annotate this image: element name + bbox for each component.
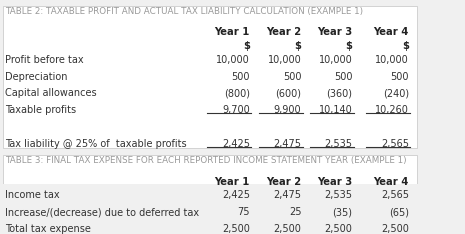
Text: 2,425: 2,425 bbox=[222, 139, 250, 149]
Text: 10,000: 10,000 bbox=[319, 55, 352, 65]
Text: Year 2: Year 2 bbox=[266, 176, 301, 186]
Text: Year 1: Year 1 bbox=[214, 27, 250, 37]
Text: 2,500: 2,500 bbox=[381, 224, 409, 234]
Text: $: $ bbox=[345, 41, 352, 51]
Text: 25: 25 bbox=[289, 207, 301, 217]
Text: Increase/(decrease) due to deferred tax: Increase/(decrease) due to deferred tax bbox=[5, 207, 199, 217]
Text: Profit before tax: Profit before tax bbox=[5, 55, 84, 65]
Text: Income tax: Income tax bbox=[5, 190, 60, 200]
Text: 2,475: 2,475 bbox=[273, 190, 301, 200]
Text: 10,000: 10,000 bbox=[268, 55, 301, 65]
Text: (600): (600) bbox=[275, 88, 301, 99]
Text: Depreciation: Depreciation bbox=[5, 72, 67, 82]
Text: 2,565: 2,565 bbox=[381, 139, 409, 149]
Text: 2,535: 2,535 bbox=[325, 139, 352, 149]
Text: 2,500: 2,500 bbox=[222, 224, 250, 234]
Text: Tax liability @ 25% of  taxable profits: Tax liability @ 25% of taxable profits bbox=[5, 139, 186, 149]
Text: Year 4: Year 4 bbox=[373, 27, 409, 37]
FancyBboxPatch shape bbox=[3, 6, 418, 148]
Text: 9,700: 9,700 bbox=[222, 105, 250, 115]
Text: Taxable profits: Taxable profits bbox=[5, 105, 76, 115]
Text: 500: 500 bbox=[283, 72, 301, 82]
Text: 2,425: 2,425 bbox=[222, 190, 250, 200]
Text: (240): (240) bbox=[383, 88, 409, 99]
Text: Year 1: Year 1 bbox=[214, 176, 250, 186]
Text: 500: 500 bbox=[391, 72, 409, 82]
Text: 10,000: 10,000 bbox=[216, 55, 250, 65]
Text: 10,000: 10,000 bbox=[375, 55, 409, 65]
Text: $: $ bbox=[402, 41, 409, 51]
Text: Year 2: Year 2 bbox=[266, 27, 301, 37]
Text: (800): (800) bbox=[224, 88, 250, 99]
Text: 2,535: 2,535 bbox=[325, 190, 352, 200]
Text: 2,500: 2,500 bbox=[325, 224, 352, 234]
Text: $: $ bbox=[243, 41, 250, 51]
Text: 10,260: 10,260 bbox=[375, 105, 409, 115]
Text: 10,140: 10,140 bbox=[319, 105, 352, 115]
Text: 500: 500 bbox=[232, 72, 250, 82]
Text: 2,475: 2,475 bbox=[273, 139, 301, 149]
Text: 2,565: 2,565 bbox=[381, 190, 409, 200]
Text: (360): (360) bbox=[326, 88, 352, 99]
Text: Total tax expense: Total tax expense bbox=[5, 224, 91, 234]
Text: 9,900: 9,900 bbox=[274, 105, 301, 115]
Text: 75: 75 bbox=[237, 207, 250, 217]
Text: Year 3: Year 3 bbox=[317, 176, 352, 186]
Text: TABLE 2: TAXABLE PROFIT AND ACTUAL TAX LIABILITY CALCULATION (EXAMPLE 1): TABLE 2: TAXABLE PROFIT AND ACTUAL TAX L… bbox=[5, 7, 363, 16]
Text: 2,500: 2,500 bbox=[273, 224, 301, 234]
Text: Capital allowances: Capital allowances bbox=[5, 88, 97, 99]
Text: (65): (65) bbox=[389, 207, 409, 217]
Text: Year 3: Year 3 bbox=[317, 27, 352, 37]
Text: 500: 500 bbox=[334, 72, 352, 82]
Text: Year 4: Year 4 bbox=[373, 176, 409, 186]
Text: (35): (35) bbox=[332, 207, 352, 217]
Text: $: $ bbox=[294, 41, 301, 51]
Text: TABLE 3: FINAL TAX EXPENSE FOR EACH REPORTED INCOME STATEMENT YEAR (EXAMPLE 1): TABLE 3: FINAL TAX EXPENSE FOR EACH REPO… bbox=[5, 156, 406, 165]
FancyBboxPatch shape bbox=[3, 155, 418, 233]
